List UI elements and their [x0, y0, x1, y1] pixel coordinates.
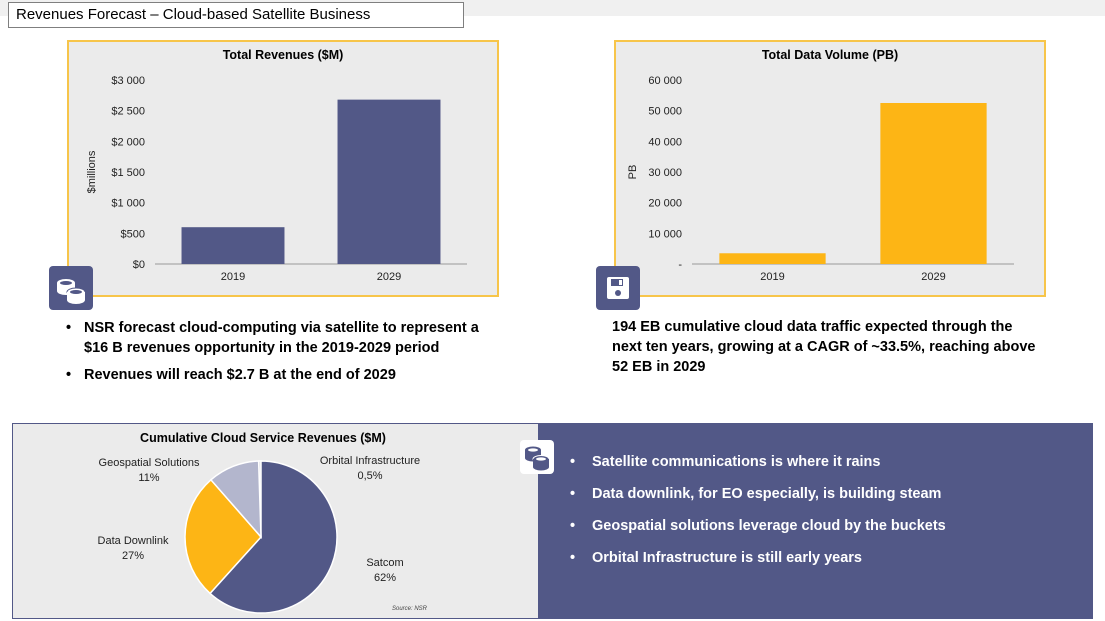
pie-label: Geospatial Solutions [99, 457, 200, 469]
y-tick-label: 40 000 [648, 136, 682, 148]
y-tick-label: $0 [133, 259, 145, 271]
bar-2029 [337, 99, 441, 264]
insight-item: Data downlink, for EO especially, is bui… [570, 484, 946, 504]
pie-label: Data Downlink [98, 535, 169, 547]
y-tick-label: 60 000 [648, 75, 682, 87]
y-axis-label: PB [627, 165, 639, 180]
pie-slice-satcom [208, 460, 338, 614]
data-volume-bar-chart: Total Data Volume (PB) - 10 000 20 000 30 00… [616, 42, 1044, 295]
y-tick-label: 20 000 [648, 198, 682, 210]
y-tick-label: $500 [121, 228, 145, 240]
y-tick-label: $2 500 [111, 106, 145, 118]
y-tick-label: 30 000 [648, 167, 682, 179]
pie-slice-data-downlink [184, 478, 263, 595]
pie-source: Source: NSR [392, 606, 428, 612]
pie-slice-geospatial-solutions [209, 460, 262, 540]
bar-2029 [880, 103, 987, 264]
insight-item: Orbital Infrastructure is still early ye… [570, 548, 946, 568]
x-tick-label: 2019 [221, 271, 245, 283]
pie-value-label: 0,5% [357, 470, 382, 482]
pie-value-label: 62% [374, 572, 396, 584]
y-tick-label: - [678, 259, 682, 271]
data-volume-summary: 194 EB cumulative cloud data traffic exp… [612, 319, 1036, 375]
y-axis-label: $millions [86, 150, 98, 193]
cumulative-revenues-pie-chart: Cumulative Cloud Service Revenues ($M) Sa… [98, 431, 420, 614]
bullet-item: Revenues will reach $2.7 B at the end of… [62, 365, 502, 385]
pie-chart-panel: Cumulative Cloud Service Revenues ($M) Sa… [12, 423, 540, 619]
insight-item: Satellite communications is where it rai… [570, 452, 946, 472]
chart-title: Cumulative Cloud Service Revenues ($M) [140, 431, 386, 445]
y-tick-label: $3 000 [111, 75, 145, 87]
y-tick-label: $1 500 [111, 167, 145, 179]
x-tick-label: 2029 [377, 271, 401, 283]
revenue-coins-icon [49, 266, 93, 310]
pie-value-label: 11% [138, 472, 159, 484]
data-volume-chart-panel: Total Data Volume (PB) - 10 000 20 000 30 00… [614, 40, 1046, 297]
slide-title: Revenues Forecast – Cloud-based Satellit… [8, 2, 464, 28]
insight-item: Geospatial solutions leverage cloud by t… [570, 516, 946, 536]
pie-coins-icon [520, 440, 554, 474]
chart-title: Total Revenues ($M) [223, 48, 344, 62]
y-tick-label: $2 000 [111, 136, 145, 148]
insights-bullets: Satellite communications is where it rai… [570, 452, 946, 580]
y-tick-label: 10 000 [648, 228, 682, 240]
revenue-bar-chart: Total Revenues ($M) $0 $500 $1 000 $1 500 $2 … [69, 42, 497, 295]
floppy-disk-icon [596, 266, 640, 310]
bullet-item: NSR forecast cloud-computing via satelli… [62, 318, 502, 358]
bar-2019 [719, 253, 826, 264]
pie-label: Satcom [366, 557, 403, 569]
pie-label: Orbital Infrastructure [320, 455, 420, 467]
pie-value-label: 27% [122, 550, 144, 562]
y-tick-label: $1 000 [111, 198, 145, 210]
y-tick-label: 50 000 [648, 106, 682, 118]
chart-title: Total Data Volume (PB) [762, 48, 898, 62]
x-tick-label: 2029 [921, 271, 945, 283]
bar-2019 [181, 227, 285, 264]
x-tick-label: 2019 [760, 271, 784, 283]
revenue-chart-panel: Total Revenues ($M) $0 $500 $1 000 $1 500 $2 … [67, 40, 499, 297]
revenue-bullets: NSR forecast cloud-computing via satelli… [62, 318, 502, 392]
